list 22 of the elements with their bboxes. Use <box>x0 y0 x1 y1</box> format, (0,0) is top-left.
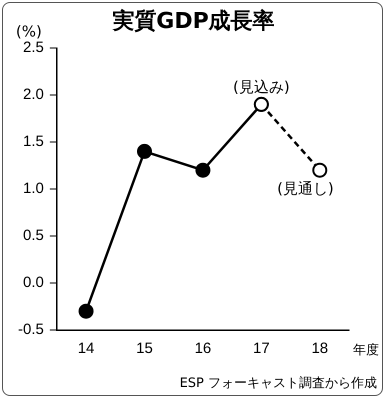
x-tick-label: 17 <box>253 340 270 358</box>
x-tick-label: 16 <box>194 340 212 358</box>
y-tick-label: 1.5 <box>22 133 44 150</box>
x-axis-title: 年度 <box>353 342 379 358</box>
chart-title: 実質GDP成長率 <box>112 9 275 34</box>
y-tick-label: 2.0 <box>22 86 44 104</box>
annotation: (見込み) <box>232 78 290 96</box>
point <box>195 162 210 178</box>
y-tick-label: 0.0 <box>22 274 44 292</box>
x-tick-label: 15 <box>136 340 153 358</box>
point <box>312 162 328 178</box>
y-axis-title: (%) <box>16 22 42 40</box>
x-tick-label: 18 <box>311 340 328 358</box>
point <box>136 144 152 159</box>
y-tick-label: 2.5 <box>22 39 44 56</box>
annotation: (見通し) <box>277 180 334 198</box>
y-tick-label: -0.5 <box>18 321 44 338</box>
text: ESP フォーキャスト調査から作成 <box>180 376 377 391</box>
y-tick-label: 1.0 <box>22 180 44 198</box>
x-tick-label: 14 <box>78 340 94 358</box>
point <box>78 304 94 319</box>
y-tick-label: 0.5 <box>22 227 44 244</box>
